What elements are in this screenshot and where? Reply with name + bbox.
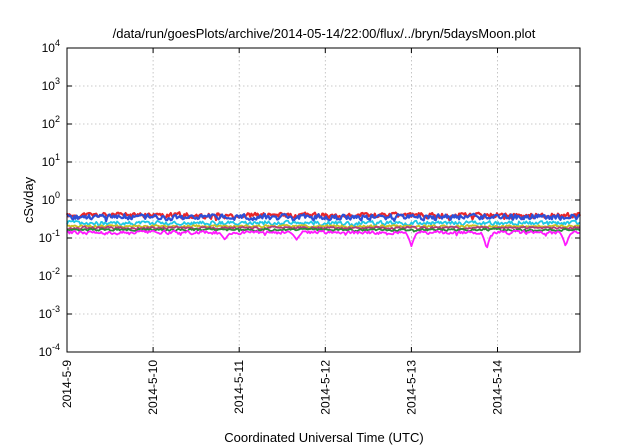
y-tick-label: 103 — [42, 76, 60, 93]
y-tick-label: 102 — [42, 114, 60, 131]
y-tick-label: 100 — [42, 190, 60, 207]
x-tick-label: 2014-5-9 — [60, 360, 74, 408]
y-tick-label: 101 — [42, 152, 60, 169]
x-axis-label: Coordinated Universal Time (UTC) — [224, 430, 423, 445]
x-tick-label: 2014-5-13 — [404, 360, 418, 415]
chart-title: /data/run/goesPlots/archive/2014-05-14/2… — [113, 26, 536, 41]
x-tick-labels: 2014-5-9 2014-5-10 2014-5-11 2014-5-12 2014-… — [60, 360, 504, 415]
y-tick-label: 104 — [42, 38, 60, 55]
y-tick-label: 10-1 — [39, 228, 60, 245]
series-line — [66, 229, 581, 249]
series-line — [66, 219, 581, 229]
x-tick-label: 2014-5-10 — [146, 360, 160, 415]
x-tick-label: 2014-5-14 — [490, 360, 504, 415]
y-tick-label: 10-2 — [39, 266, 60, 283]
grid — [67, 48, 580, 352]
series-line — [66, 212, 581, 223]
tick-layer — [66, 47, 580, 353]
x-tick-label: 2014-5-11 — [232, 360, 246, 414]
y-tick-labels: 10-4 10-3 10-2 10-1 100 101 102 103 104 — [39, 38, 60, 359]
x-tick-label: 2014-5-12 — [318, 360, 332, 415]
series-layer — [65, 211, 582, 249]
y-tick-label: 10-4 — [39, 342, 60, 359]
series-line — [66, 225, 581, 232]
y-axis-label: cSv/day — [21, 176, 36, 223]
y-tick-label: 10-3 — [39, 304, 60, 321]
